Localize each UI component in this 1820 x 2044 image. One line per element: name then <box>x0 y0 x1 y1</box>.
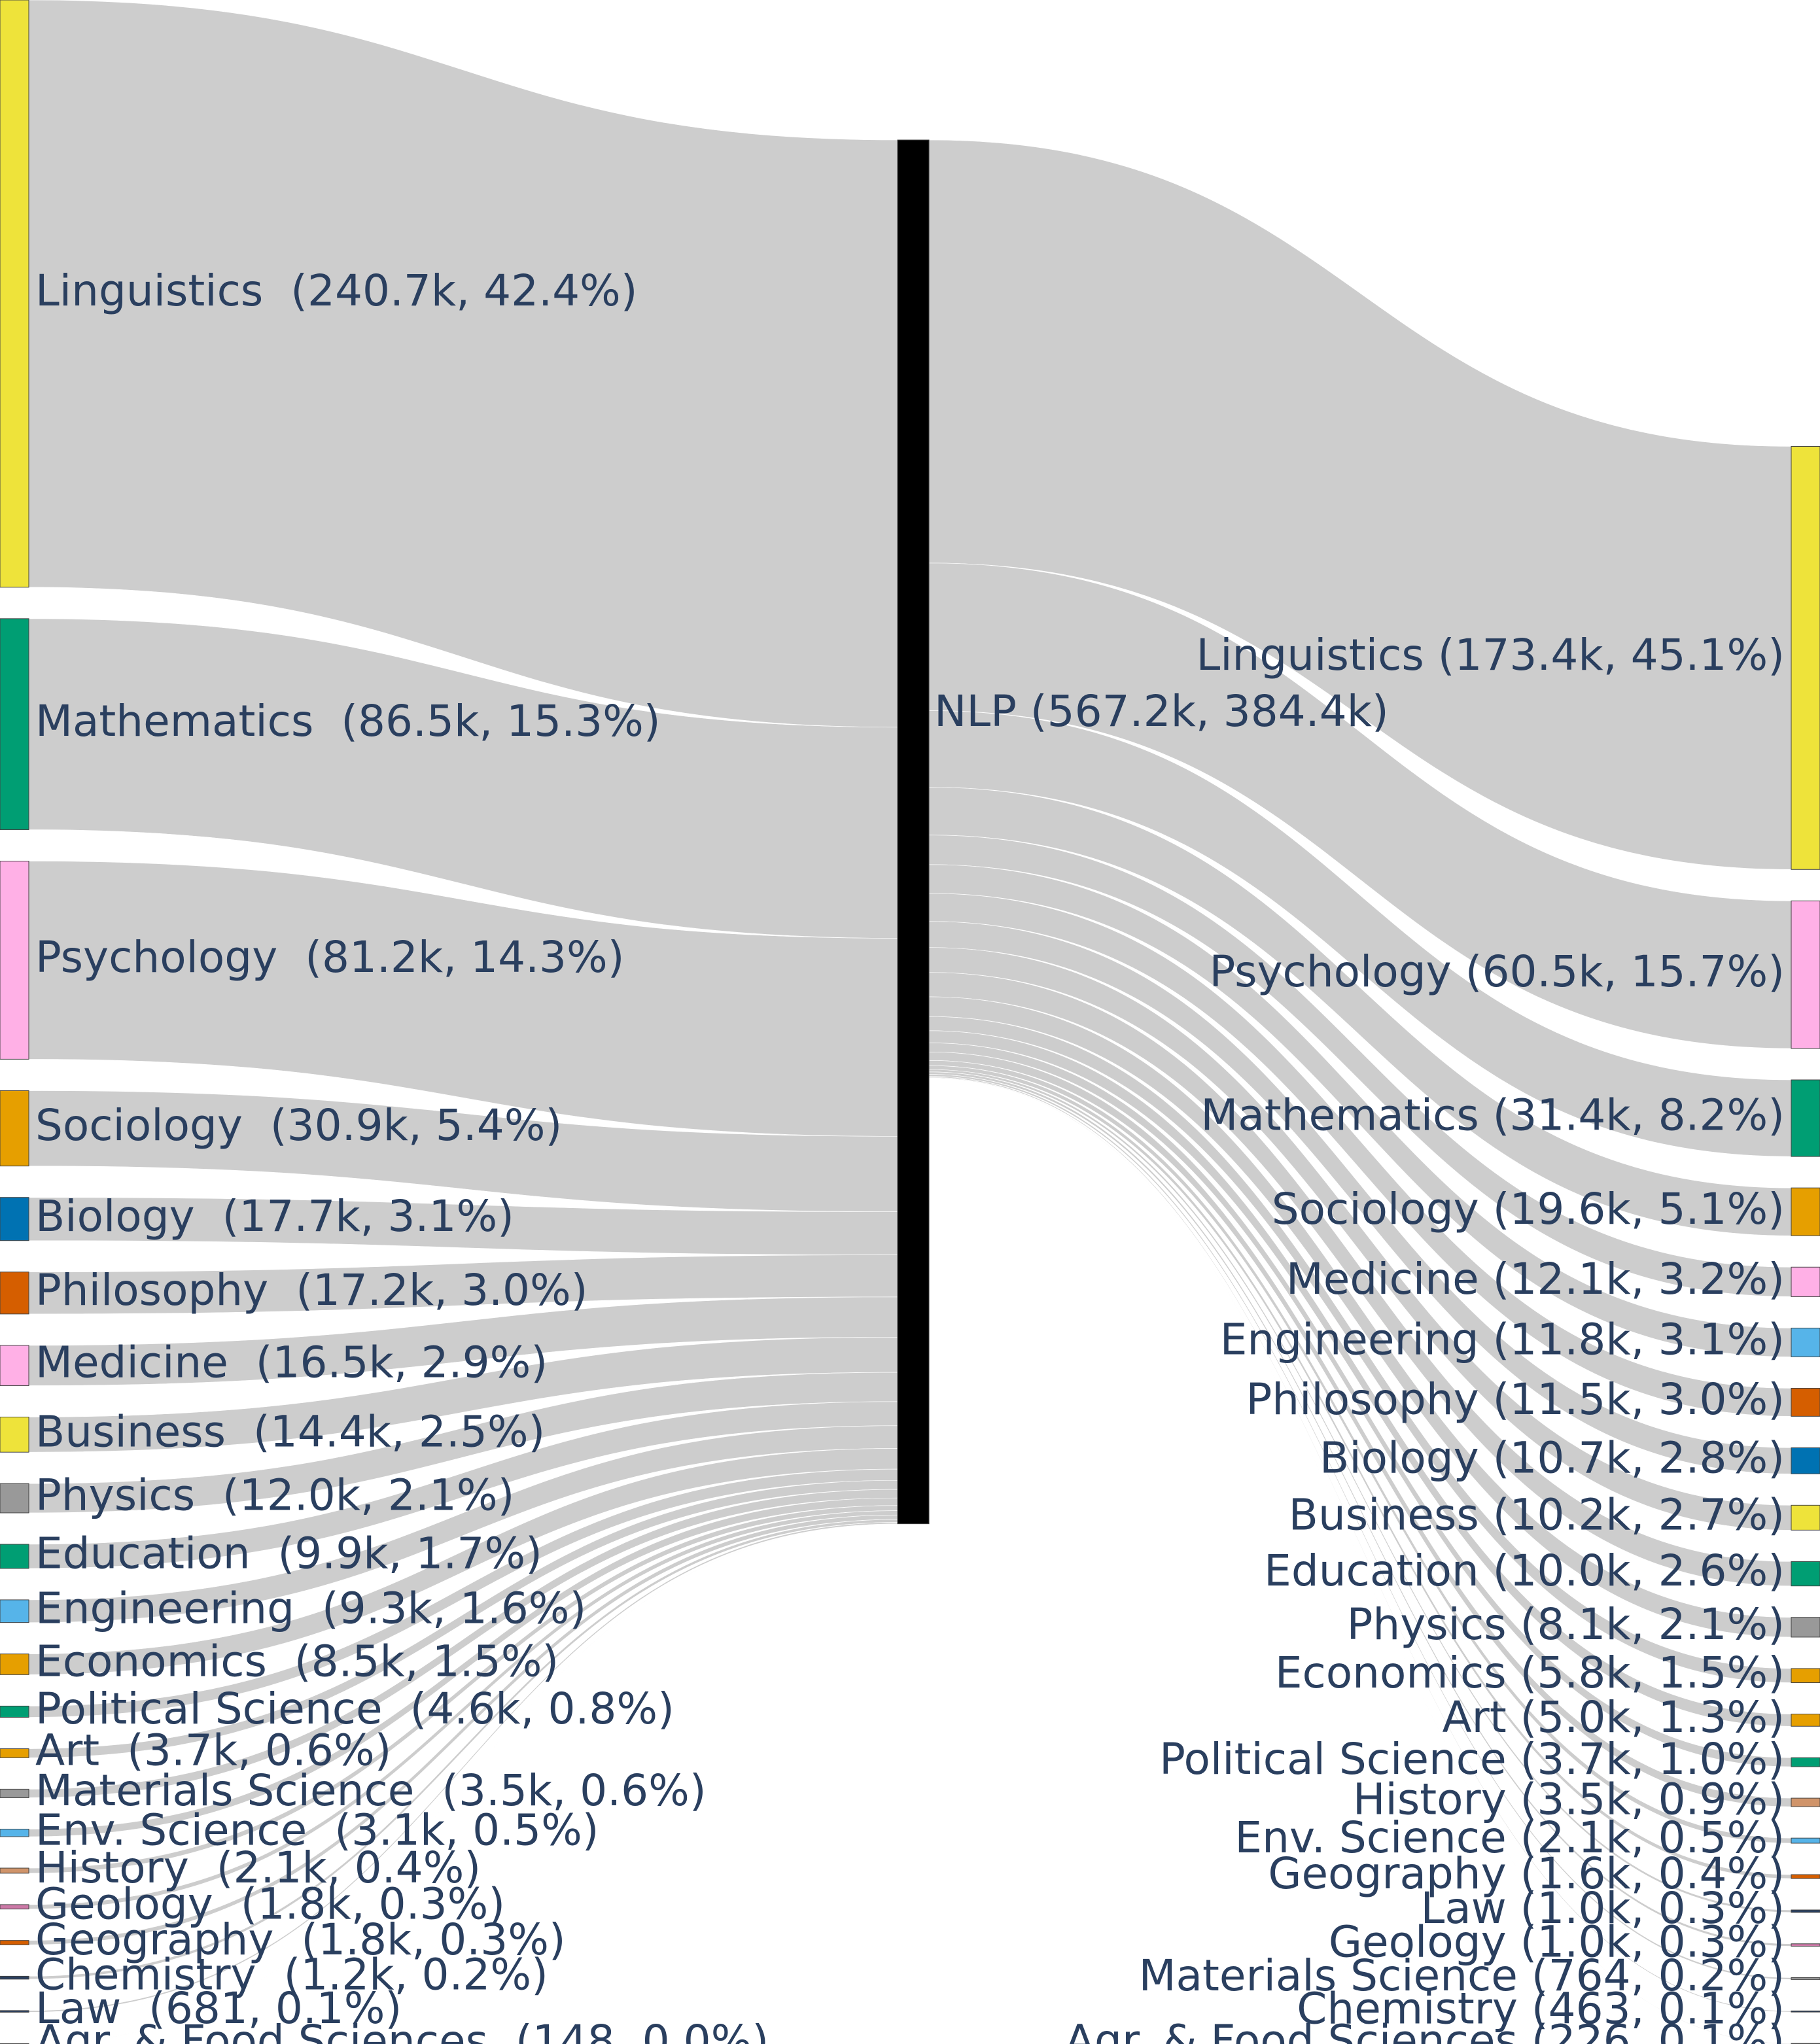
node <box>0 2010 29 2013</box>
node-label: Medicine (12.1k, 3.2%) <box>1286 1254 1785 1304</box>
node-label: Business (14.4k, 2.5%) <box>35 1406 545 1457</box>
node-label: Law (681, 0.1%) <box>35 1983 402 2034</box>
node-label: Philosophy (17.2k, 3.0%) <box>35 1265 588 1315</box>
node <box>1791 1943 1820 1947</box>
node-label: Agr. & Food Sciences (148, 0.0%) <box>35 2016 769 2044</box>
node <box>0 1940 29 1945</box>
node-label: Sociology (30.9k, 5.4%) <box>35 1100 562 1151</box>
node-label: Chemistry (463, 0.1%) <box>1297 1983 1785 2034</box>
node <box>1791 1909 1820 1913</box>
node <box>0 618 29 830</box>
node-label: Education (9.9k, 1.7%) <box>35 1529 542 1579</box>
node-label: Env. Science (2.1k, 0.5%) <box>1234 1812 1785 1863</box>
node <box>0 1090 29 1167</box>
node <box>1791 1617 1820 1638</box>
node <box>1791 1561 1820 1587</box>
node-label: Physics (8.1k, 2.1%) <box>1347 1599 1785 1650</box>
node-label: Law (1.0k, 0.3%) <box>1421 1883 1785 1933</box>
node <box>1791 900 1820 1049</box>
node <box>1791 1079 1820 1157</box>
node-label: Geology (1.8k, 0.3%) <box>35 1879 505 1929</box>
node-label: Linguistics (173.4k, 45.1%) <box>1196 630 1785 680</box>
node-label: Geography (1.6k, 0.4%) <box>1268 1848 1785 1899</box>
node <box>0 1197 29 1241</box>
node <box>1791 1266 1820 1297</box>
node-label: Art (3.7k, 0.6%) <box>35 1725 391 1776</box>
node-label: Economics (5.8k, 1.5%) <box>1275 1648 1785 1698</box>
node <box>1791 2010 1820 2013</box>
node <box>1791 1187 1820 1236</box>
node-label: Geology (1.0k, 0.3%) <box>1329 1917 1785 1967</box>
node <box>1791 1668 1820 1684</box>
labels: Linguistics (240.7k, 42.4%) Mathematics (… <box>35 266 1785 2044</box>
node-label: Psychology (60.5k, 15.7%) <box>1209 946 1785 997</box>
node <box>0 1483 29 1514</box>
node-label: Linguistics (240.7k, 42.4%) <box>35 266 638 316</box>
node-label: Materials Science (3.5k, 0.6%) <box>35 1765 707 1816</box>
node-label: Education (10.0k, 2.6%) <box>1264 1546 1785 1596</box>
node <box>0 1867 29 1874</box>
node-label: Biology (17.7k, 3.1%) <box>35 1191 514 1241</box>
node <box>1791 1327 1820 1357</box>
node <box>0 1272 29 1315</box>
node-label: Mathematics (86.5k, 15.3%) <box>35 696 661 746</box>
node <box>1791 1714 1820 1727</box>
links <box>28 0 1792 2044</box>
node <box>0 1975 29 1980</box>
node-label: Geography (1.8k, 0.3%) <box>35 1914 566 1965</box>
node-label: Engineering (9.3k, 1.6%) <box>35 1583 586 1633</box>
node-label: Philosophy (11.5k, 3.0%) <box>1246 1374 1785 1425</box>
node-label: Engineering (11.8k, 3.1%) <box>1220 1314 1785 1364</box>
node-label: Sociology (19.6k, 5.1%) <box>1272 1184 1785 1234</box>
node <box>1791 1757 1820 1767</box>
node <box>0 1904 29 1910</box>
node <box>0 861 29 1060</box>
node <box>1791 1874 1820 1879</box>
node-label: Biology (10.7k, 2.8%) <box>1320 1432 1785 1483</box>
link <box>28 1523 898 2044</box>
node <box>0 1416 29 1453</box>
node-label: Political Science (4.6k, 0.8%) <box>35 1684 674 1734</box>
node <box>0 1748 29 1758</box>
node-label: Materials Science (764, 0.2%) <box>1139 1950 1785 2001</box>
node <box>1791 1504 1820 1531</box>
node-label: History (3.5k, 0.9%) <box>1353 1775 1785 1825</box>
node <box>1791 446 1820 870</box>
link <box>28 0 898 728</box>
node-label: Psychology (81.2k, 14.3%) <box>35 932 625 982</box>
node-label: Economics (8.5k, 1.5%) <box>35 1637 559 1687</box>
node-label: Agr. & Food Sciences (226, 0.1%) <box>1065 2016 1785 2044</box>
node <box>0 1345 29 1386</box>
node <box>1791 1447 1820 1474</box>
node <box>0 1599 29 1623</box>
node <box>0 1654 29 1675</box>
node-label: Art (5.0k, 1.3%) <box>1443 1692 1785 1742</box>
center-node <box>897 139 930 1525</box>
node-label: Medicine (16.5k, 2.9%) <box>35 1338 548 1388</box>
node-label: Mathematics (31.4k, 8.2%) <box>1200 1090 1785 1141</box>
node <box>0 0 29 588</box>
node <box>1791 1837 1820 1844</box>
node <box>0 1828 29 1837</box>
node <box>1791 1977 1820 1980</box>
node-label: Chemistry (1.2k, 0.2%) <box>35 1950 548 2000</box>
node-label: History (2.1k, 0.4%) <box>35 1843 481 1893</box>
node-label: Political Science (3.7k, 1.0%) <box>1159 1734 1785 1784</box>
node <box>0 1788 29 1798</box>
node-label: Env. Science (3.1k, 0.5%) <box>35 1805 599 1855</box>
node <box>0 1544 29 1569</box>
link <box>928 1077 1792 2044</box>
node <box>1791 1797 1820 1807</box>
center-label: NLP (567.2k, 384.4k) <box>934 686 1389 736</box>
node <box>1791 1387 1820 1417</box>
node <box>0 1705 29 1718</box>
node-label: Physics (12.0k, 2.1%) <box>35 1470 514 1521</box>
node-label: Business (10.2k, 2.7%) <box>1289 1489 1785 1540</box>
